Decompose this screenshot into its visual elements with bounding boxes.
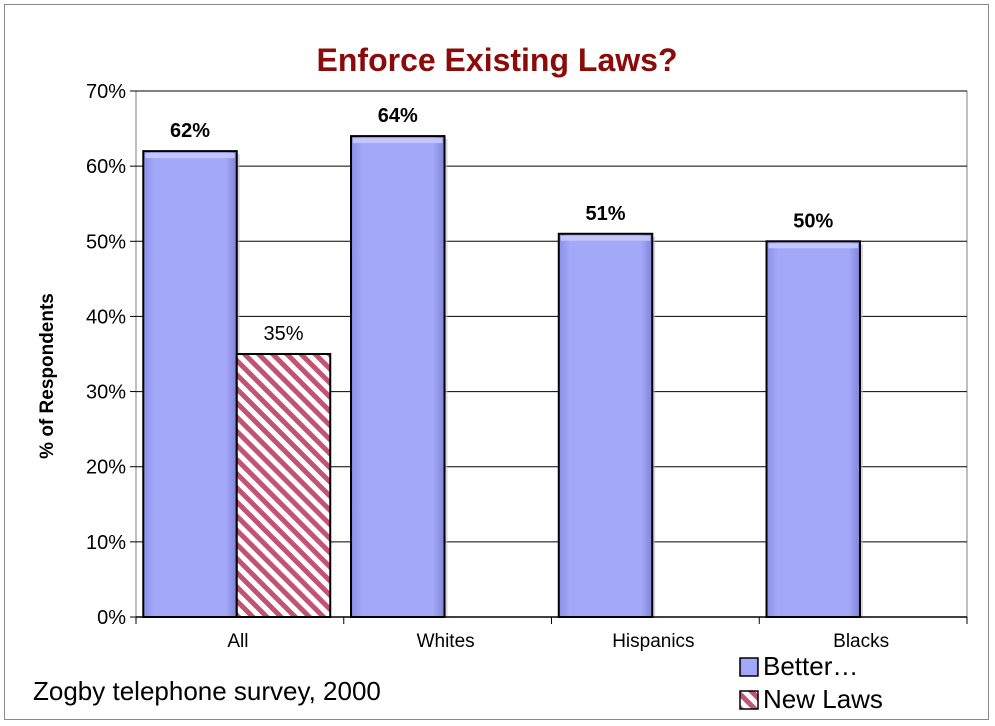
y-tick-label: 40% [86, 306, 126, 328]
x-category-label: All [227, 631, 248, 652]
bar-new-laws-all [235, 353, 332, 618]
legend-swatch-new-laws [739, 690, 759, 710]
y-axis-ticks: 0% 10% 20% 30% 40% 50% 60% 70% [86, 81, 136, 629]
data-label-bg [162, 116, 219, 145]
y-tick-label: 10% [86, 532, 126, 554]
y-axis-label: % of Respondents [37, 293, 58, 459]
legend: Better… New Laws [739, 651, 883, 714]
bar-highlight [768, 243, 859, 249]
bar-highlight [560, 235, 651, 241]
bars [142, 135, 864, 619]
bar-chart: Enforce Existing Laws? 0% 10% 20% 30% 40% 50%… [33, 42, 968, 714]
data-label: 51% [585, 203, 625, 225]
x-category-label: Whites [417, 631, 475, 652]
y-tick-label: 30% [86, 382, 126, 404]
bar-better-all [142, 150, 238, 618]
legend-label-better: Better… [763, 651, 858, 681]
x-category-label: Hispanics [612, 631, 694, 652]
x-axis-categories: All Whites Hispanics Blacks [135, 616, 968, 652]
x-category-label: Blacks [833, 631, 889, 652]
y-tick-label: 20% [86, 457, 126, 479]
data-label-bg [577, 198, 634, 227]
legend-swatch-better [739, 657, 759, 677]
data-label: 62% [170, 120, 210, 142]
data-label: 50% [793, 210, 833, 232]
bar-highlight [353, 138, 443, 144]
bar-better-hispanics [557, 232, 654, 618]
bar-better-blacks [765, 240, 862, 619]
y-tick-label: 0% [97, 607, 126, 629]
bar-highlight [145, 153, 235, 159]
footnote: Zogby telephone survey, 2000 [33, 676, 381, 706]
data-label-bg [785, 206, 842, 235]
chart-frame: Enforce Existing Laws? 0% 10% 20% 30% 40% 50%… [4, 4, 989, 720]
y-tick-label: 50% [86, 231, 126, 253]
data-label: 35% [263, 323, 303, 345]
data-label-bg [369, 101, 426, 130]
chart-title: Enforce Existing Laws? [317, 42, 678, 78]
y-tick-label: 60% [86, 156, 126, 178]
legend-label-new-laws: New Laws [763, 684, 883, 714]
y-tick-label: 70% [86, 81, 126, 103]
data-labels: 62% 64% 51% 50% 35% [162, 101, 842, 345]
data-label: 64% [378, 105, 418, 127]
bar-better-whites [350, 135, 446, 618]
